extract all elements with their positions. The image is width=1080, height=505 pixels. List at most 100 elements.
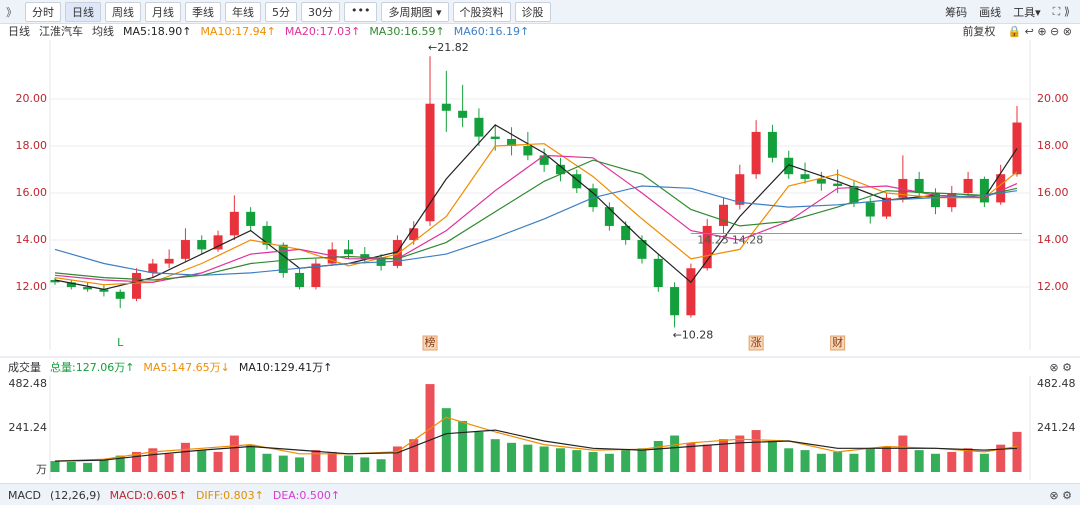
volume-bar [865, 448, 875, 472]
candle-body [180, 240, 190, 259]
candle-body [637, 240, 647, 259]
tool-button[interactable]: 工具▾ [1013, 5, 1041, 19]
candle-body [751, 131, 761, 175]
candle-body [409, 228, 419, 241]
candle-body [474, 117, 484, 137]
y-tick-label: 20.00 [16, 92, 48, 105]
period-button[interactable]: ••• [344, 1, 378, 22]
volume-bar [164, 453, 174, 472]
volume-bar [963, 448, 973, 472]
candle-body [670, 287, 680, 316]
period-button[interactable]: 诊股 [514, 1, 551, 22]
volume-bar [898, 435, 908, 472]
candle-body [816, 178, 826, 184]
volume-bar [213, 451, 223, 472]
legend-item: MA60:16.19↑ [453, 24, 530, 38]
volume-bar [947, 451, 957, 472]
period-button[interactable]: 分时 [25, 1, 61, 22]
candle-body [898, 178, 908, 198]
candle-body [930, 193, 940, 208]
volume-bar [588, 451, 598, 472]
pane-icons[interactable]: ⊗ ⚙ [1049, 360, 1072, 374]
period-button[interactable]: 多周期图 ▾ [381, 1, 449, 22]
adjust-button[interactable]: 前复权 [962, 25, 996, 38]
y-tick-label: 12.00 [1037, 280, 1069, 293]
macd-name[interactable]: MACD [8, 488, 41, 502]
period-button[interactable]: 5分 [265, 1, 297, 22]
volume-bar [197, 450, 207, 472]
ma-line [54, 185, 1018, 276]
candle-body [66, 282, 76, 288]
volume-bar [653, 440, 663, 472]
volume-bar [66, 461, 76, 472]
candle-body [392, 240, 402, 266]
volume-bar [833, 451, 843, 472]
y-tick-label: 482.48 [1037, 377, 1076, 390]
event-marker: 涨 [751, 336, 762, 349]
volume-bar [604, 453, 614, 472]
volume-bar [360, 457, 370, 472]
period-button[interactable]: 30分 [301, 1, 340, 22]
volume-bar [343, 455, 353, 472]
ma-line [54, 154, 1018, 283]
ma-label: 均线 [92, 25, 114, 38]
candle-body [963, 178, 973, 194]
pane-icons[interactable]: ⊗ ⚙ [1049, 488, 1072, 502]
volume-bar [376, 459, 386, 472]
candle-body [784, 157, 794, 175]
volume-bar [979, 453, 989, 472]
candle-body [702, 225, 712, 269]
legend-item: MA30:16.59↑ [369, 24, 445, 38]
period-button[interactable]: 年线 [225, 1, 261, 22]
volume-bar [409, 439, 419, 472]
volume-title: 成交量 [8, 361, 41, 374]
candle-body [979, 178, 989, 203]
legend-item: MA5:147.65万↓ [143, 361, 230, 374]
volume-bar [507, 442, 517, 472]
period-button[interactable]: 日线 [65, 1, 101, 22]
y-tick-label: 14.00 [1037, 233, 1069, 246]
volume-bar [311, 450, 321, 472]
candle-body [621, 225, 631, 241]
ma-line [54, 429, 1018, 462]
macd-params: (12,26,9) [49, 488, 101, 502]
y-tick-label: 12.00 [16, 280, 48, 293]
volume-bar [751, 430, 761, 472]
period-button[interactable]: 周线 [105, 1, 141, 22]
volume-bar [229, 435, 239, 472]
legend-icons[interactable]: 🔒 ↩ ⊕ ⊖ ⊗ [1007, 24, 1072, 38]
volume-bar [148, 448, 158, 472]
ma-legend: 日线 江淮汽车 均线 MA5:18.90↑ MA10:17.94↑ MA20:17.… [0, 23, 1080, 39]
candle-body [213, 235, 223, 250]
window-icons[interactable]: ⛶ ⟫ [1052, 4, 1070, 18]
volume-bar [441, 408, 451, 472]
tool-button[interactable]: 筹码 [945, 5, 968, 19]
tool-button[interactable]: 画线 [979, 5, 1002, 19]
ma-items: MA5:18.90↑ MA10:17.94↑ MA20:17.03↑ MA30:16.… [123, 25, 538, 38]
volume-bar [246, 444, 256, 472]
candle-body [311, 263, 321, 288]
y-tick-label: 241.24 [1037, 421, 1076, 434]
volume-bar [327, 451, 337, 472]
unit-label: 万 [36, 463, 47, 476]
expand-button[interactable]: 》 [6, 5, 17, 19]
candle-body [833, 183, 843, 186]
volume-bar [735, 435, 745, 472]
volume-bar [490, 439, 500, 472]
candle-body [539, 155, 549, 165]
candle-body [555, 164, 565, 175]
candle-body [327, 249, 337, 264]
candle-body [490, 136, 500, 139]
legend-item: MA10:129.41万↑ [238, 361, 333, 374]
period-button[interactable]: 季线 [185, 1, 221, 22]
volume-bar [539, 446, 549, 472]
period-button[interactable]: 个股资料 [452, 1, 511, 22]
volume-bar [914, 450, 924, 472]
toolbar-right: 筹码 画线 工具▾ ⛶ ⟫ [945, 4, 1070, 20]
volume-bar [686, 442, 696, 472]
candle-body [849, 185, 859, 203]
candle-body [865, 202, 875, 217]
volume-bar [719, 439, 729, 472]
period-button[interactable]: 月线 [145, 1, 181, 22]
